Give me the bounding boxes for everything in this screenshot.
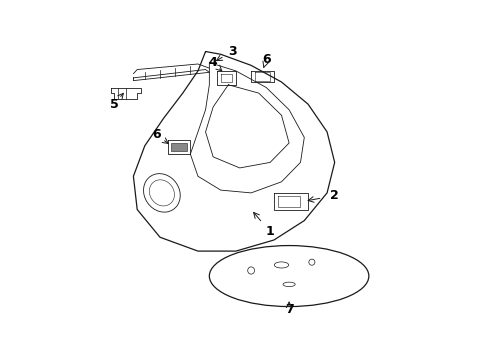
Text: 6: 6 [262,53,270,66]
Text: 2: 2 [330,189,339,202]
Text: 4: 4 [209,56,218,69]
Text: 1: 1 [266,225,274,238]
Bar [172,143,187,151]
Text: 7: 7 [285,303,294,316]
Text: 3: 3 [228,45,237,58]
Text: 5: 5 [110,98,119,111]
Text: 6: 6 [152,128,161,141]
